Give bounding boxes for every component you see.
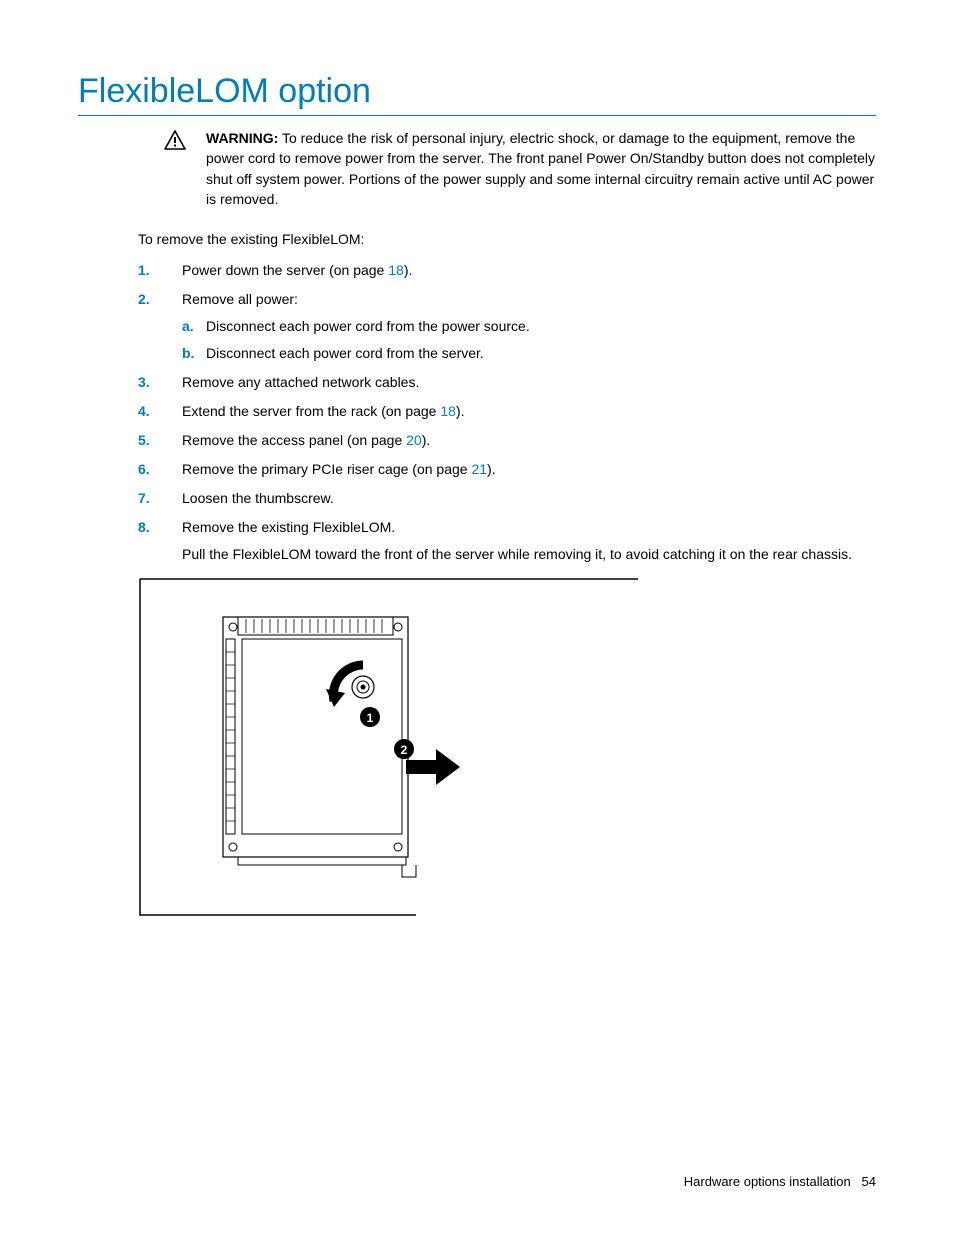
- page-link-20[interactable]: 20: [406, 432, 422, 448]
- step-5-text-b: ).: [422, 432, 431, 448]
- step-4-text-a: Extend the server from the rack (on page: [182, 403, 440, 419]
- page-link-18b[interactable]: 18: [440, 403, 456, 419]
- step-1-text-a: Power down the server (on page: [182, 262, 388, 278]
- warning-body: To reduce the risk of personal injury, e…: [206, 130, 875, 207]
- step-7: Loosen the thumbscrew.: [182, 488, 876, 509]
- step-2a: Disconnect each power cord from the powe…: [206, 316, 876, 337]
- page-link-21[interactable]: 21: [471, 461, 487, 477]
- warning-block: WARNING: To reduce the risk of personal …: [164, 128, 876, 209]
- warning-icon: [164, 130, 186, 155]
- page-link-18[interactable]: 18: [388, 262, 404, 278]
- flexiblelom-diagram: 1 2: [138, 577, 638, 917]
- step-6-text-b: ).: [487, 461, 496, 477]
- step-6: Remove the primary PCIe riser cage (on p…: [182, 459, 876, 480]
- step-4: Extend the server from the rack (on page…: [182, 401, 876, 422]
- page-footer: Hardware options installation 54: [684, 1174, 876, 1189]
- step-8-extra: Pull the FlexibleLOM toward the front of…: [182, 544, 876, 565]
- page-heading: FlexibleLOM option: [78, 72, 876, 116]
- warning-text: WARNING: To reduce the risk of personal …: [206, 128, 876, 209]
- step-5-text-a: Remove the access panel (on page: [182, 432, 406, 448]
- footer-page-number: 54: [862, 1174, 876, 1189]
- step-4-text-b: ).: [456, 403, 465, 419]
- step-8: Remove the existing FlexibleLOM. Pull th…: [182, 517, 876, 565]
- step-5: Remove the access panel (on page 20).: [182, 430, 876, 451]
- callout-1-label: 1: [367, 711, 374, 725]
- step-1-text-b: ).: [404, 262, 413, 278]
- step-2b: Disconnect each power cord from the serv…: [206, 343, 876, 364]
- step-8-text: Remove the existing FlexibleLOM.: [182, 519, 395, 535]
- footer-section: Hardware options installation: [684, 1174, 851, 1189]
- warning-label: WARNING:: [206, 130, 278, 146]
- intro-text: To remove the existing FlexibleLOM:: [138, 229, 876, 250]
- steps-list: Power down the server (on page 18). Remo…: [138, 260, 876, 565]
- step-2-text: Remove all power:: [182, 291, 298, 307]
- callout-2-label: 2: [401, 743, 408, 757]
- step-1: Power down the server (on page 18).: [182, 260, 876, 281]
- diagram-figure: 1 2: [138, 577, 876, 922]
- step-3: Remove any attached network cables.: [182, 372, 876, 393]
- step-2: Remove all power: Disconnect each power …: [182, 289, 876, 364]
- substeps-list: Disconnect each power cord from the powe…: [182, 316, 876, 364]
- step-6-text-a: Remove the primary PCIe riser cage (on p…: [182, 461, 471, 477]
